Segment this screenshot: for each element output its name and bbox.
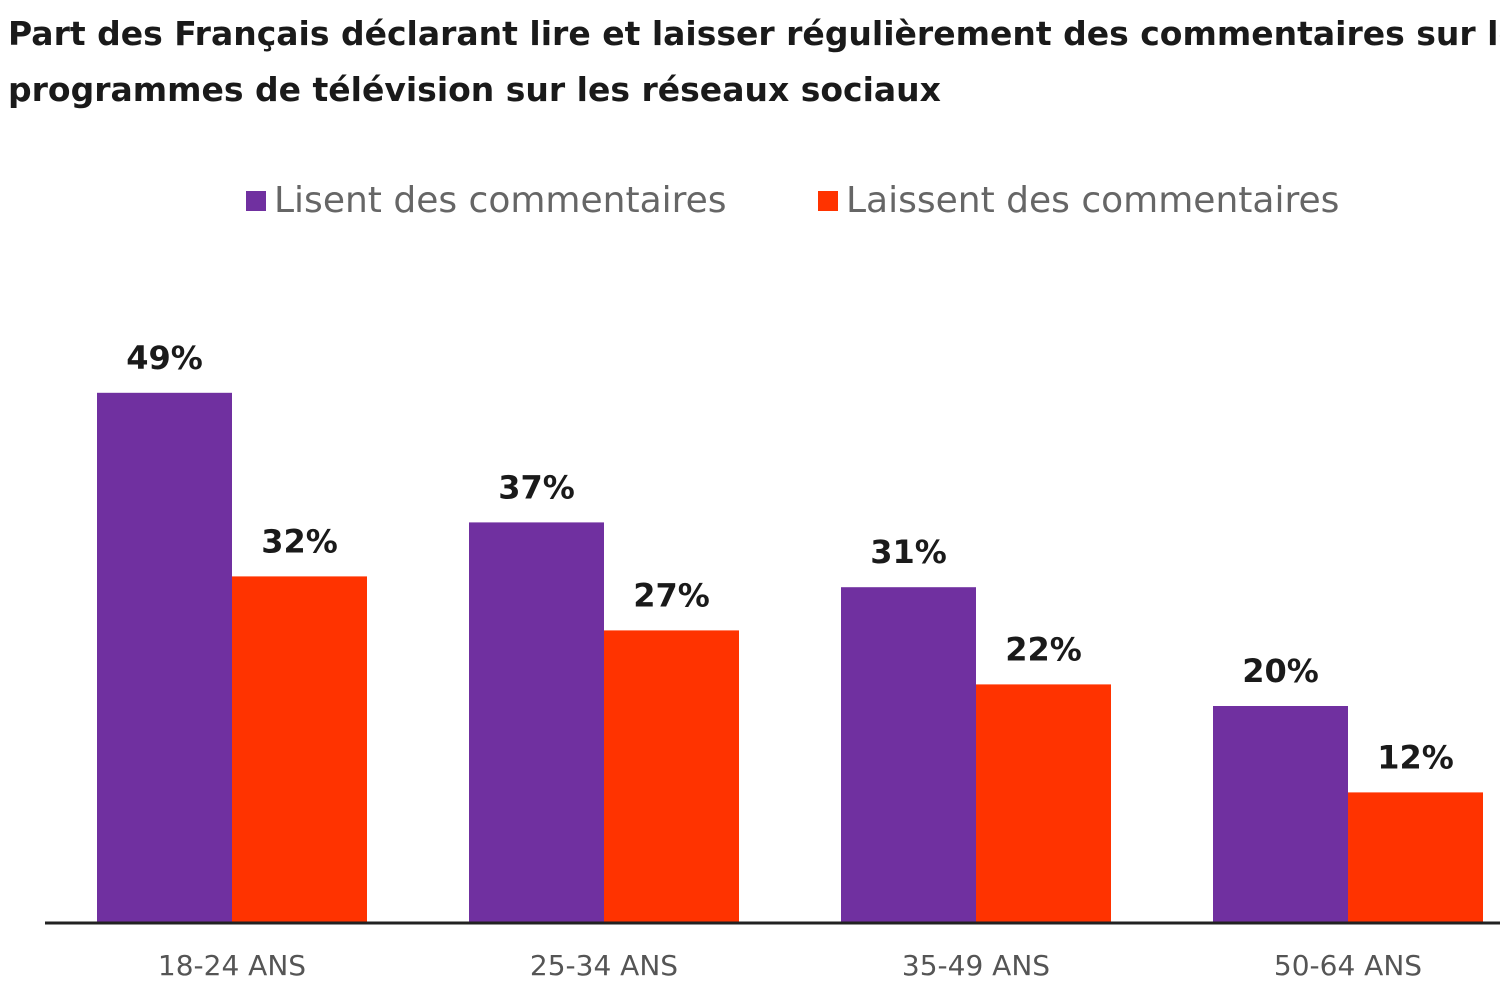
bar-lisent	[97, 392, 232, 922]
bar-laissent	[232, 576, 367, 922]
data-label: 32%	[261, 522, 338, 560]
category-label: 35-49 ANS	[902, 949, 1050, 982]
data-label: 37%	[498, 468, 575, 506]
chart-title: Part des Français déclarant lire et lais…	[8, 6, 1500, 118]
legend-swatch-laissent	[818, 190, 838, 211]
category-label: 25-34 ANS	[530, 949, 678, 982]
data-label: 49%	[126, 339, 203, 377]
legend-item-laissent: Laissent des commentaires	[818, 180, 1339, 221]
legend-label-lisent: Lisent des commentaires	[274, 180, 727, 221]
bar-lisent	[1213, 706, 1348, 922]
bar-lisent	[469, 522, 604, 922]
data-label: 27%	[633, 576, 710, 614]
bar-laissent	[976, 684, 1111, 922]
bar-laissent	[604, 630, 739, 922]
title-line-1: Part des Français déclarant lire et lais…	[8, 14, 1500, 53]
legend-swatch-lisent	[246, 190, 266, 211]
legend-label-laissent: Laissent des commentaires	[846, 180, 1340, 221]
category-label: 50-64 ANS	[1274, 949, 1422, 982]
data-label: 12%	[1377, 738, 1454, 776]
bar-lisent	[841, 587, 976, 922]
data-label: 31%	[870, 533, 947, 571]
data-label: 22%	[1005, 630, 1082, 668]
legend-item-lisent: Lisent des commentaires	[246, 180, 727, 221]
bar-laissent	[1348, 792, 1483, 922]
category-label: 18-24 ANS	[158, 949, 306, 982]
data-label: 20%	[1242, 652, 1319, 690]
legend: Lisent des commentaires Laissent des com…	[0, 180, 1500, 230]
title-line-2: programmes de télévision sur les réseaux…	[8, 70, 941, 109]
